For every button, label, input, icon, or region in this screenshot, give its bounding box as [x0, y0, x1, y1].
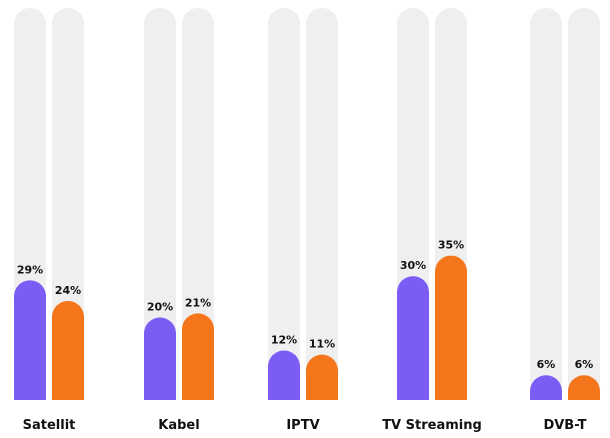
bar: [144, 317, 176, 400]
value-label: 30%: [400, 259, 426, 272]
value-label: 24%: [55, 284, 81, 297]
value-label: 6%: [575, 358, 594, 371]
value-label: 12%: [271, 333, 297, 346]
bar: [435, 255, 467, 400]
value-label: 20%: [147, 300, 173, 313]
bar-track: [182, 8, 214, 400]
bar-track: [144, 8, 176, 400]
bar: [268, 350, 300, 400]
value-label: 11%: [309, 338, 335, 351]
bar-track: [530, 8, 562, 400]
bar-track: [268, 8, 300, 400]
bar: [182, 313, 214, 400]
bar: [306, 354, 338, 400]
value-label: 35%: [438, 239, 464, 252]
bar: [530, 375, 562, 400]
category-label: DVB-T: [543, 418, 586, 433]
bar: [397, 276, 429, 400]
category-label: TV Streaming: [382, 418, 482, 433]
value-label: 29%: [17, 263, 43, 276]
category-label: Kabel: [158, 418, 199, 433]
category-label: Satellit: [23, 418, 76, 433]
bar: [14, 280, 46, 400]
bar-track: [568, 8, 600, 400]
bar: [568, 375, 600, 400]
bar: [52, 300, 84, 400]
value-label: 6%: [537, 358, 556, 371]
value-label: 21%: [185, 296, 211, 309]
bar-track: [306, 8, 338, 400]
category-label: IPTV: [286, 418, 319, 433]
bar-track: [52, 8, 84, 400]
